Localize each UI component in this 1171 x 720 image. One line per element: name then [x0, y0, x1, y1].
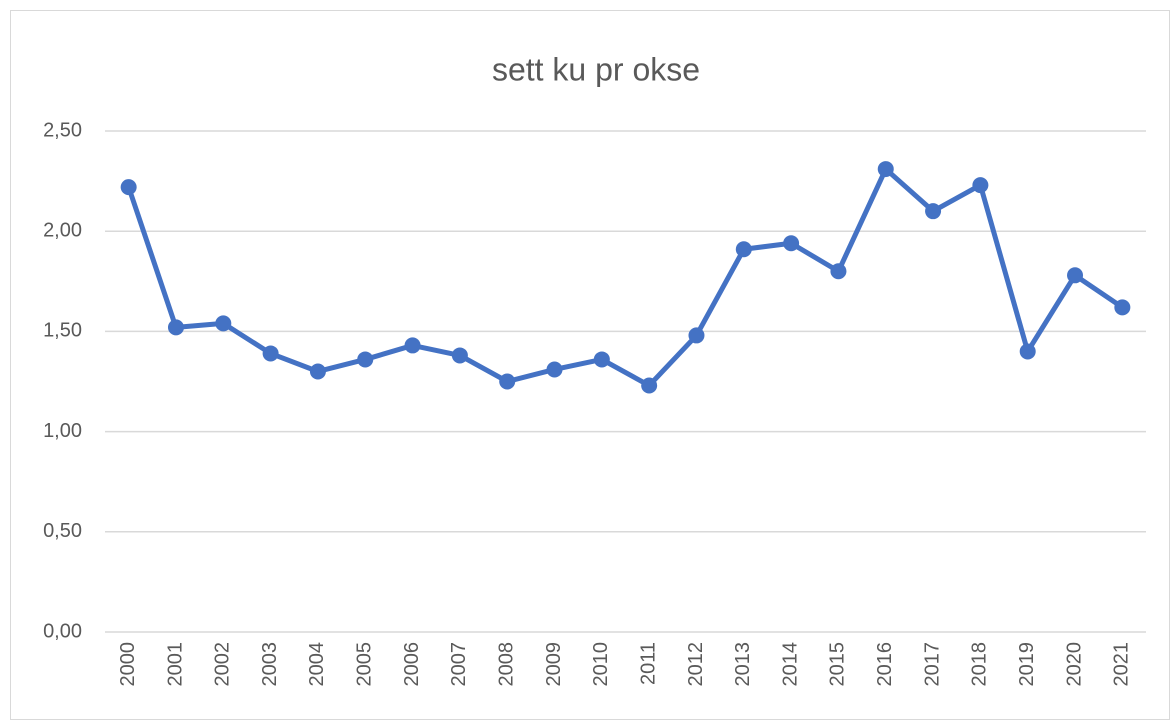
data-line: [126, 166, 1124, 389]
x-tick-label: 2001: [164, 642, 186, 687]
data-point: [451, 347, 468, 364]
x-tick-label: 2013: [732, 642, 754, 687]
data-point: [167, 319, 184, 336]
x-tick-label: 2020: [1063, 642, 1085, 687]
x-tick-label: 2017: [921, 642, 943, 687]
chart-frame: [10, 10, 1170, 720]
data-point: [215, 315, 232, 332]
x-tick-label: 2000: [117, 642, 139, 687]
x-tick-label: 2009: [543, 642, 565, 687]
x-tick-label: 2002: [212, 642, 234, 687]
x-tick-label: 2012: [685, 642, 707, 687]
x-tick-label: 2003: [259, 642, 281, 687]
data-point: [593, 351, 610, 368]
data-point: [499, 373, 516, 390]
y-tick-label: 1,00: [43, 420, 82, 442]
x-tick-label: 2008: [495, 642, 517, 687]
y-tick-label: 2,50: [43, 119, 82, 141]
y-tick-label: 2,00: [43, 219, 82, 241]
data-point: [262, 345, 279, 362]
x-tick-label: 2019: [1016, 642, 1038, 687]
data-point: [1067, 267, 1084, 284]
data-point: [925, 203, 942, 220]
data-point: [404, 337, 421, 354]
x-tick-label: 2006: [401, 642, 423, 687]
x-tick-label: 2015: [827, 642, 849, 687]
y-tick-label: 0,00: [43, 620, 82, 642]
data-point: [877, 161, 894, 178]
x-tick-label: 2010: [590, 642, 612, 687]
x-tick-label: 2018: [969, 642, 991, 687]
data-point: [1114, 299, 1131, 316]
data-point: [641, 377, 658, 394]
data-point: [972, 177, 989, 194]
data-point: [546, 361, 563, 378]
data-point: [688, 327, 705, 344]
data-point: [1019, 343, 1036, 360]
data-point: [735, 241, 752, 258]
y-tick-label: 0,50: [43, 520, 82, 542]
data-point: [830, 263, 847, 280]
data-point: [357, 351, 374, 368]
x-tick-label: 2021: [1111, 642, 1133, 687]
x-tick-label: 2011: [637, 642, 659, 685]
x-tick-label: 2016: [874, 642, 896, 687]
chart-title: sett ku pr okse: [492, 51, 700, 87]
x-tick-label: 2004: [306, 642, 328, 687]
y-tick-label: 1,50: [43, 320, 82, 342]
data-point: [120, 179, 137, 196]
data-point: [783, 235, 800, 252]
x-tick-label: 2014: [779, 642, 801, 687]
x-tick-label: 2005: [354, 642, 376, 687]
data-point: [309, 363, 326, 380]
x-tick-label: 2007: [448, 642, 470, 687]
